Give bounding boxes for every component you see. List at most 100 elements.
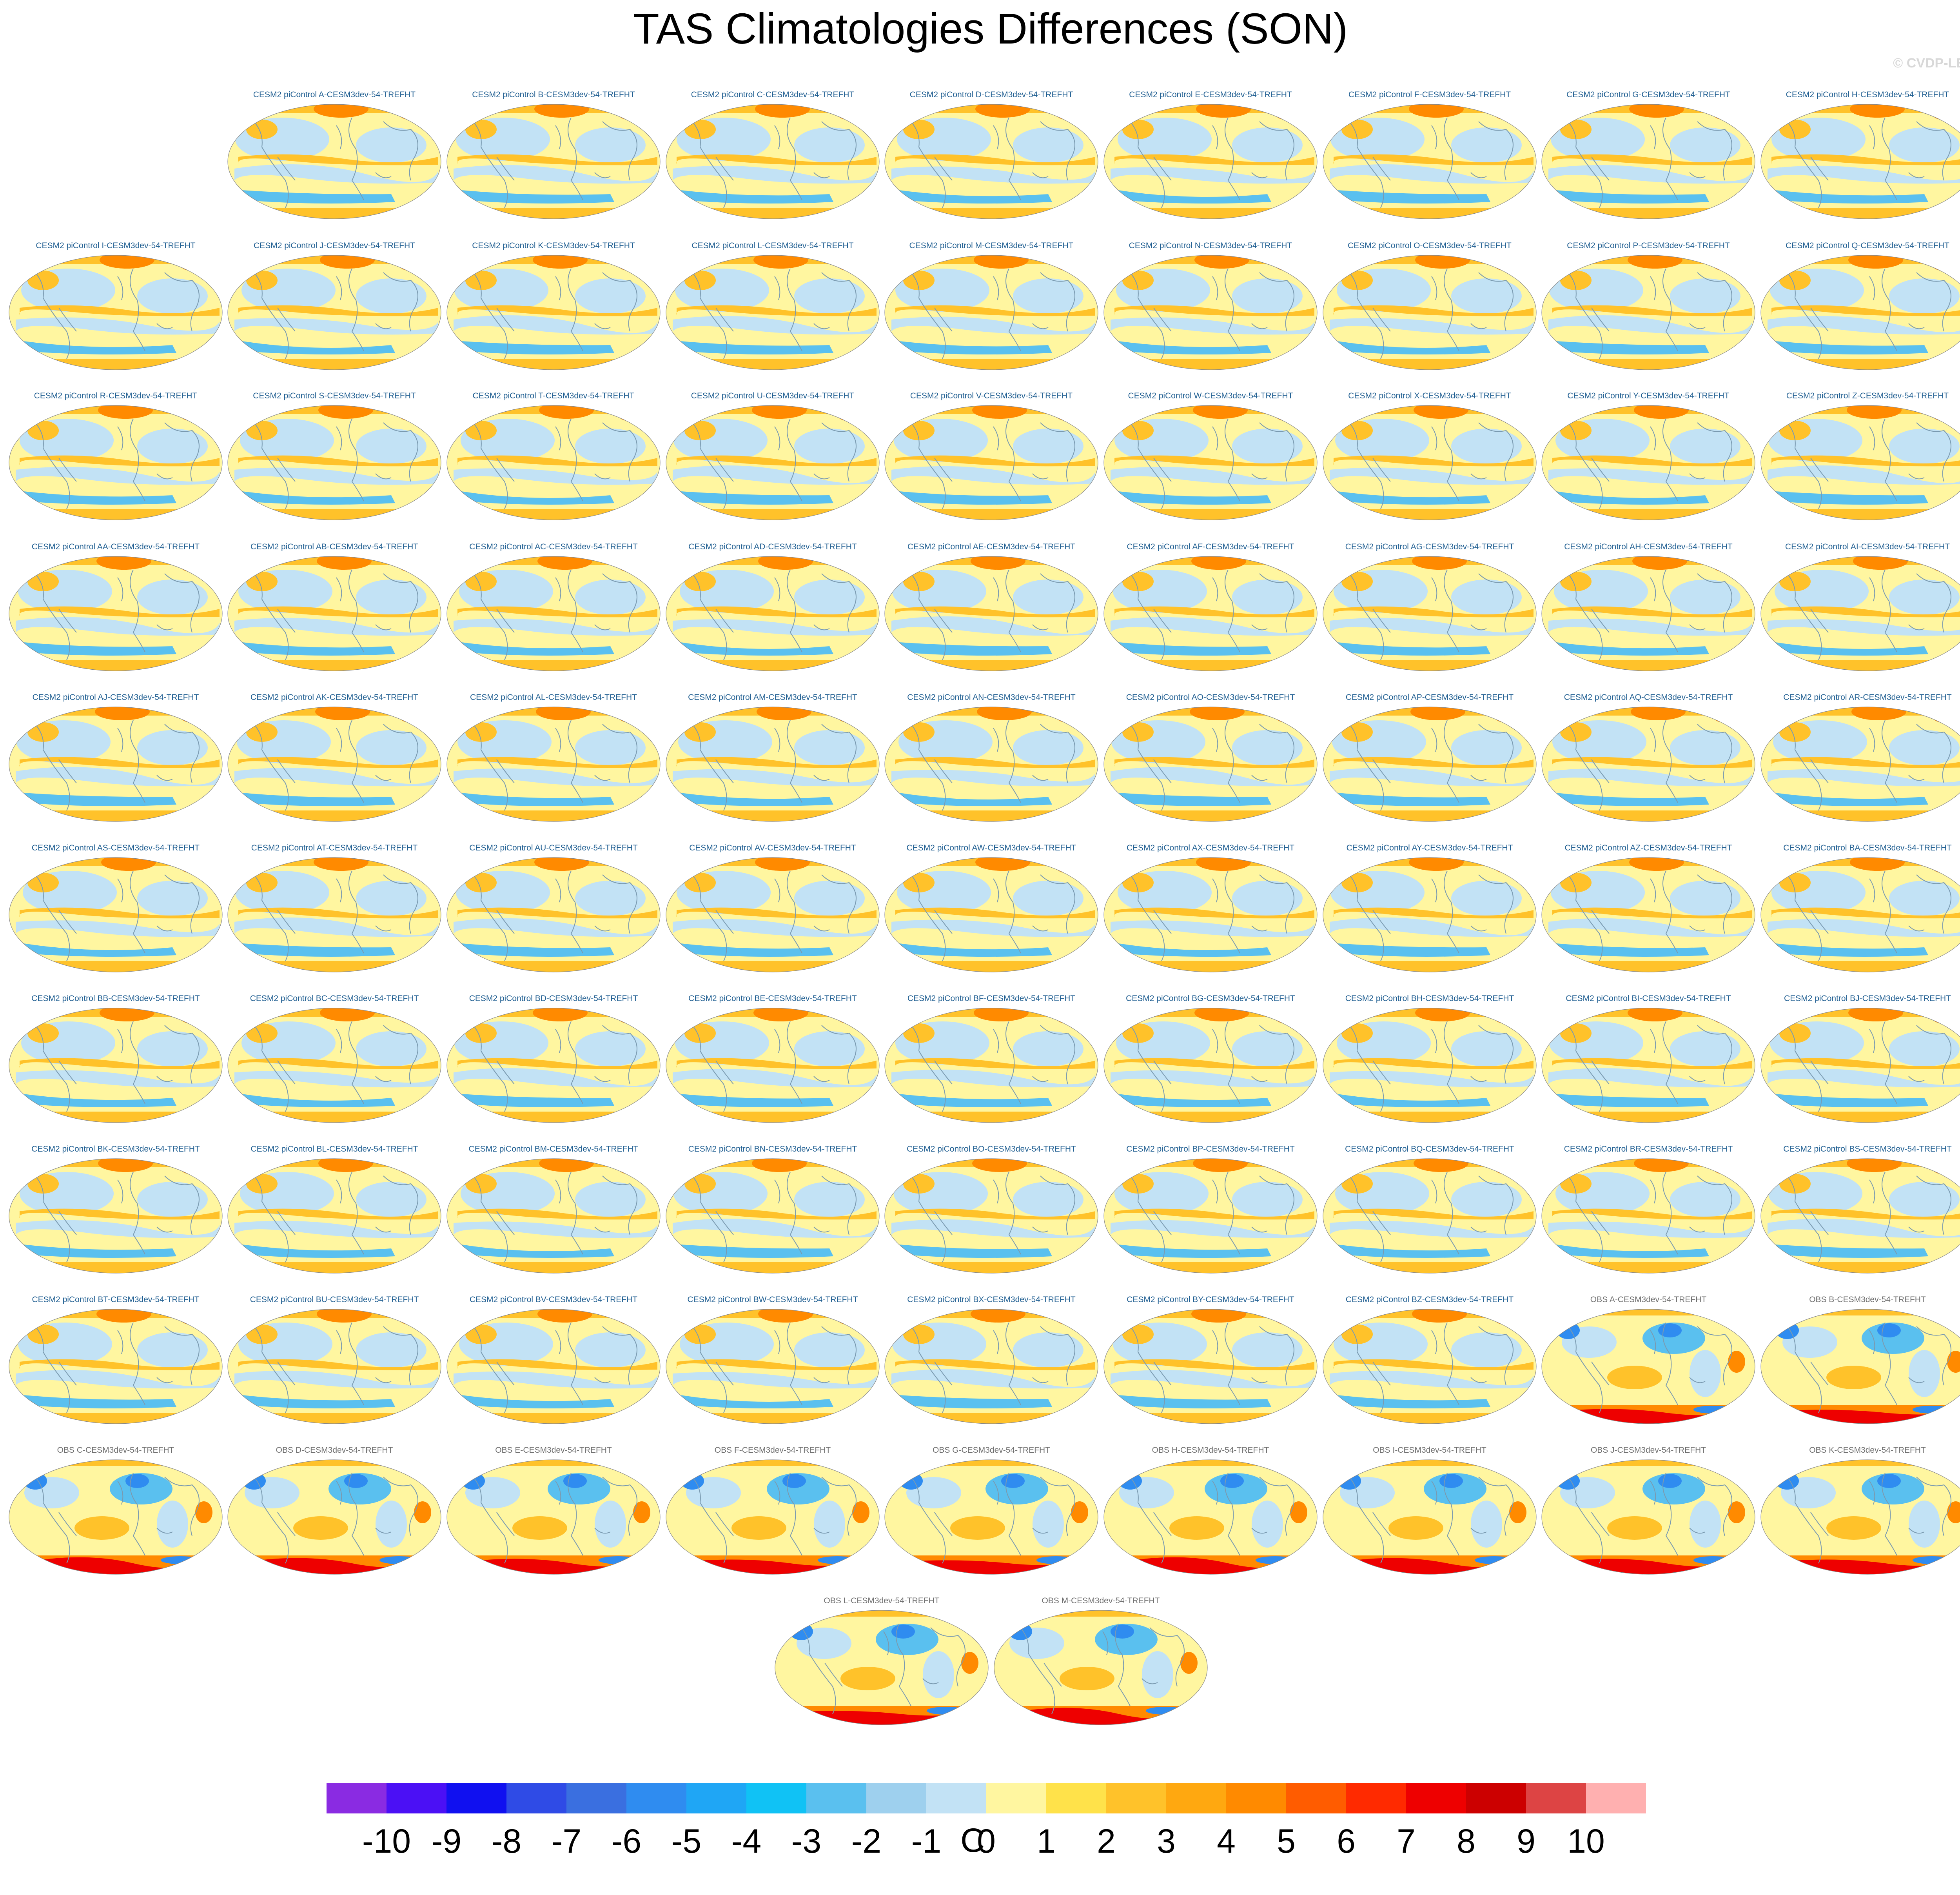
panel-title: CESM2 piControl BX-CESM3dev-54-TREFHT [907, 1295, 1076, 1304]
world-map [884, 1158, 1098, 1274]
world-map [1541, 1008, 1755, 1123]
colorbar-swatch [1226, 1783, 1286, 1813]
panel-title: CESM2 piControl AN-CESM3dev-54-TREFHT [907, 693, 1076, 702]
panel-title: CESM2 piControl D-CESM3dev-54-TREFHT [909, 90, 1073, 99]
map-panel: CESM2 piControl BL-CESM3dev-54-TREFHT [227, 1145, 442, 1278]
colorbar-tick-label: 5 [1277, 1822, 1296, 1860]
map-panel: CESM2 piControl V-CESM3dev-54-TREFHT [884, 391, 1099, 525]
map-panel: OBS J-CESM3dev-54-TREFHT [1541, 1446, 1756, 1579]
colorbar-tick-label: -4 [731, 1822, 762, 1860]
map-panel: CESM2 piControl D-CESM3dev-54-TREFHT [884, 90, 1099, 223]
panel-title: CESM2 piControl AS-CESM3dev-54-TREFHT [31, 843, 200, 852]
world-map [1541, 1309, 1755, 1424]
world-map [1760, 1158, 1960, 1274]
world-map [9, 1309, 223, 1424]
map-panel: CESM2 piControl B-CESM3dev-54-TREFHT [446, 90, 661, 223]
panel-title: CESM2 piControl N-CESM3dev-54-TREFHT [1129, 241, 1292, 250]
colorbar-swatch [1346, 1783, 1406, 1813]
map-panel: CESM2 piControl AI-CESM3dev-54-TREFHT [1760, 542, 1960, 676]
world-map [1323, 1158, 1537, 1274]
map-panel: CESM2 piControl BI-CESM3dev-54-TREFHT [1541, 994, 1756, 1127]
panel-title: CESM2 piControl W-CESM3dev-54-TREFHT [1128, 391, 1293, 400]
world-map [1323, 1309, 1537, 1424]
panel-title: OBS F-CESM3dev-54-TREFHT [714, 1446, 831, 1455]
colorbar-swatch [1586, 1783, 1646, 1813]
map-panel: CESM2 piControl U-CESM3dev-54-TREFHT [665, 391, 880, 525]
colorbar-tick-label: -6 [611, 1822, 642, 1860]
colorbar-unit: C [960, 1822, 985, 1859]
panel-title: CESM2 piControl BH-CESM3dev-54-TREFHT [1345, 994, 1514, 1003]
panel-title: OBS K-CESM3dev-54-TREFHT [1809, 1446, 1926, 1455]
world-map [884, 1309, 1098, 1424]
world-map [1103, 707, 1318, 822]
panel-title: CESM2 piControl G-CESM3dev-54-TREFHT [1566, 90, 1730, 99]
world-map [446, 707, 661, 822]
colorbar-swatch [1166, 1783, 1226, 1813]
panel-title: CESM2 piControl BF-CESM3dev-54-TREFHT [907, 994, 1076, 1003]
panel-title: CESM2 piControl E-CESM3dev-54-TREFHT [1129, 90, 1292, 99]
colorbar-tick-label: -8 [491, 1822, 522, 1860]
map-panel: CESM2 piControl AD-CESM3dev-54-TREFHT [665, 542, 880, 676]
map-panel: CESM2 piControl BO-CESM3dev-54-TREFHT [884, 1145, 1099, 1278]
world-map [1760, 1459, 1960, 1575]
map-panel: CESM2 piControl AT-CESM3dev-54-TREFHT [227, 843, 442, 977]
panel-title: CESM2 piControl BM-CESM3dev-54-TREFHT [468, 1145, 639, 1154]
world-map [1103, 1459, 1318, 1575]
panel-title: OBS E-CESM3dev-54-TREFHT [495, 1446, 612, 1455]
map-panel: CESM2 piControl BH-CESM3dev-54-TREFHT [1322, 994, 1537, 1127]
map-panel: CESM2 piControl X-CESM3dev-54-TREFHT [1322, 391, 1537, 525]
world-map [666, 857, 880, 972]
panel-title: CESM2 piControl BL-CESM3dev-54-TREFHT [250, 1145, 418, 1154]
panel-title: OBS L-CESM3dev-54-TREFHT [824, 1596, 940, 1605]
world-map [227, 1459, 441, 1575]
world-map [9, 556, 223, 671]
panel-title: CESM2 piControl AT-CESM3dev-54-TREFHT [251, 843, 418, 852]
world-map [666, 556, 880, 671]
world-map [1541, 405, 1755, 520]
map-panel: OBS B-CESM3dev-54-TREFHT [1760, 1295, 1960, 1428]
world-map [1541, 1158, 1755, 1274]
world-map [1323, 1008, 1537, 1123]
colorbar-tick-label: -7 [551, 1822, 582, 1860]
map-panel: CESM2 piControl BQ-CESM3dev-54-TREFHT [1322, 1145, 1537, 1278]
world-map [9, 1008, 223, 1123]
panel-title: CESM2 piControl BU-CESM3dev-54-TREFHT [250, 1295, 419, 1304]
colorbar-swatch [1406, 1783, 1466, 1813]
world-map [1760, 255, 1960, 370]
colorbar-swatch [387, 1783, 446, 1813]
world-map [884, 556, 1098, 671]
map-panel: CESM2 piControl AF-CESM3dev-54-TREFHT [1103, 542, 1318, 676]
panel-title: CESM2 piControl Z-CESM3dev-54-TREFHT [1786, 391, 1949, 400]
world-map [1103, 405, 1318, 520]
colorbar-swatch [1106, 1783, 1166, 1813]
map-panel: CESM2 piControl BA-CESM3dev-54-TREFHT [1760, 843, 1960, 977]
panel-title: CESM2 piControl Y-CESM3dev-54-TREFHT [1567, 391, 1730, 400]
map-panel: CESM2 piControl AZ-CESM3dev-54-TREFHT [1541, 843, 1756, 977]
colorbar-swatch [986, 1783, 1046, 1813]
map-panel: CESM2 piControl AQ-CESM3dev-54-TREFHT [1541, 693, 1756, 826]
colorbar-swatch [926, 1783, 986, 1813]
world-map [1103, 1309, 1318, 1424]
panel-title: OBS I-CESM3dev-54-TREFHT [1373, 1446, 1486, 1455]
map-panel: CESM2 piControl BV-CESM3dev-54-TREFHT [446, 1295, 661, 1428]
map-panel: CESM2 piControl AA-CESM3dev-54-TREFHT [8, 542, 223, 676]
panel-title: CESM2 piControl BS-CESM3dev-54-TREFHT [1783, 1145, 1952, 1154]
panel-title: CESM2 piControl AX-CESM3dev-54-TREFHT [1126, 843, 1295, 852]
map-panel: CESM2 piControl AJ-CESM3dev-54-TREFHT [8, 693, 223, 826]
colorbar-swatch [806, 1783, 866, 1813]
panel-title: CESM2 piControl AB-CESM3dev-54-TREFHT [250, 542, 419, 551]
world-map [1103, 857, 1318, 972]
panel-title: CESM2 piControl AK-CESM3dev-54-TREFHT [250, 693, 419, 702]
map-panel: CESM2 piControl BB-CESM3dev-54-TREFHT [8, 994, 223, 1127]
panel-title: CESM2 piControl M-CESM3dev-54-TREFHT [909, 241, 1074, 250]
world-map [446, 255, 661, 370]
colorbar-swatch [1286, 1783, 1346, 1813]
world-map [884, 1008, 1098, 1123]
map-panel: CESM2 piControl AG-CESM3dev-54-TREFHT [1322, 542, 1537, 676]
panel-title: CESM2 piControl U-CESM3dev-54-TREFHT [691, 391, 855, 400]
panel-title: CESM2 piControl BC-CESM3dev-54-TREFHT [250, 994, 419, 1003]
panel-title: CESM2 piControl BK-CESM3dev-54-TREFHT [31, 1145, 200, 1154]
panel-title: CESM2 piControl AU-CESM3dev-54-TREFHT [469, 843, 638, 852]
panel-title: CESM2 piControl J-CESM3dev-54-TREFHT [254, 241, 415, 250]
map-panel: OBS L-CESM3dev-54-TREFHT [774, 1596, 989, 1730]
